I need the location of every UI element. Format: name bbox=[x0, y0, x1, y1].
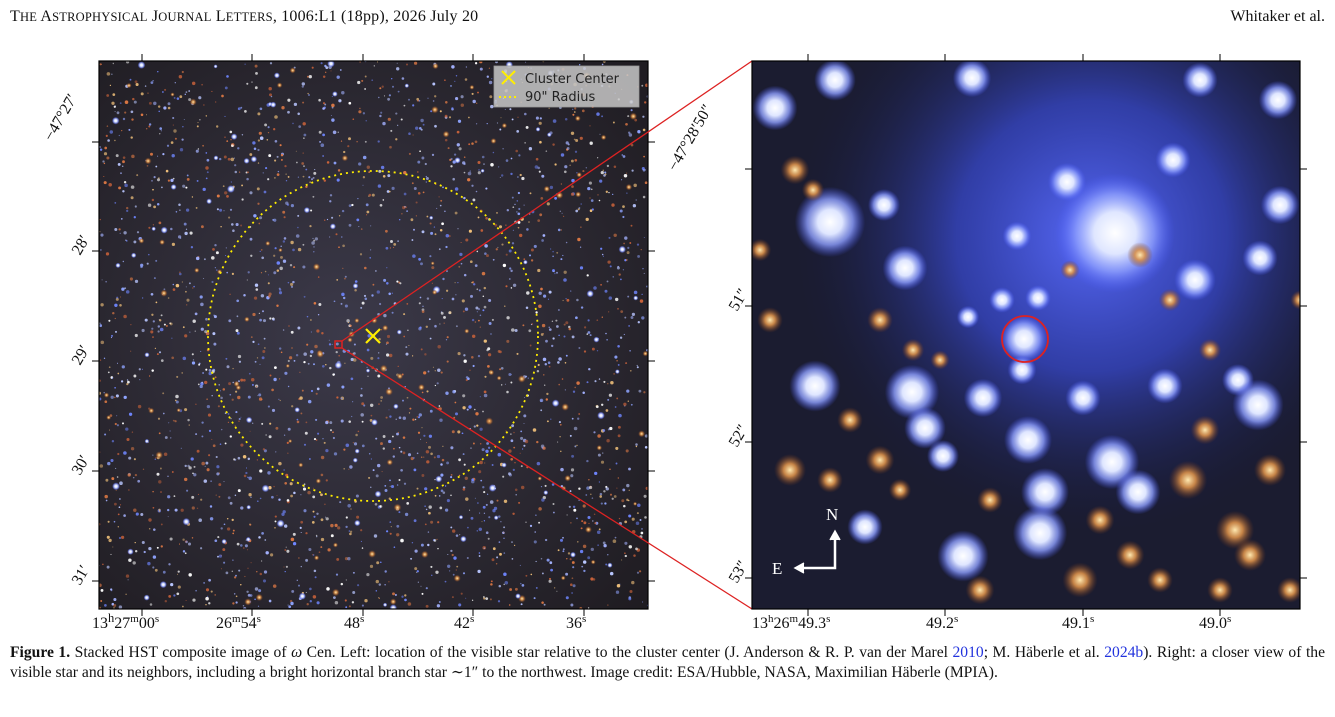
legend-x-icon bbox=[501, 70, 516, 85]
right-ra-axis: 13h26m49.3s 49.2s 49.1s 49.0s bbox=[752, 613, 1231, 632]
compass bbox=[793, 529, 841, 574]
right-dec-tick-1: 51″ bbox=[726, 286, 752, 314]
zoom-connector bbox=[341, 60, 753, 610]
right-ticks bbox=[745, 54, 1307, 616]
left-dec-tick-3: 30′ bbox=[69, 453, 93, 478]
left-ra-tick-4: 36s bbox=[566, 613, 586, 632]
figure-1: Cluster Center 90" Radius N E −47°27′ bbox=[41, 54, 1307, 632]
right-dec-tick-2: 52″ bbox=[726, 422, 752, 450]
running-header: THE ASTROPHYSICAL JOURNAL LETTERS, 1006:… bbox=[10, 8, 478, 26]
left-ra-tick-0: 13h27m00s bbox=[92, 611, 159, 632]
left-ra-tick-2: 48s bbox=[344, 613, 364, 632]
left-ra-axis: 13h27m00s 26m54s 48s 42s 36s bbox=[92, 611, 586, 632]
citation: , 1006:L1 (18pp), 2026 July 20 bbox=[272, 8, 479, 25]
legend: Cluster Center 90" Radius bbox=[493, 65, 640, 108]
left-frame bbox=[98, 60, 649, 610]
legend-radius-label: 90" Radius bbox=[525, 90, 595, 105]
right-ra-tick-3: 49.0s bbox=[1199, 613, 1231, 632]
right-frame bbox=[751, 60, 1301, 610]
legend-center-label: Cluster Center bbox=[525, 72, 620, 87]
left-panel: Cluster Center 90" Radius bbox=[92, 54, 655, 616]
author-header: Whitaker et al. bbox=[1230, 8, 1325, 25]
caption-label: Figure 1. bbox=[10, 644, 71, 661]
left-dec-tick-0: −47°27′ bbox=[41, 91, 81, 144]
compass-north: N bbox=[826, 505, 838, 524]
left-dec-tick-2: 29′ bbox=[69, 343, 93, 368]
zoom-region-box bbox=[334, 340, 343, 349]
star-field-right bbox=[752, 61, 1300, 605]
right-panel: N E bbox=[745, 54, 1307, 616]
left-dec-axis: −47°27′ 28′ 29′ 30′ 31′ bbox=[41, 91, 93, 588]
compass-east: E bbox=[772, 559, 782, 578]
right-ra-tick-1: 49.2s bbox=[926, 613, 958, 632]
target-star-circle bbox=[1001, 315, 1049, 363]
left-dec-tick-4: 31′ bbox=[69, 563, 93, 588]
left-ticks bbox=[92, 54, 655, 616]
right-ra-tick-2: 49.1s bbox=[1062, 613, 1094, 632]
right-dec-tick-3: 53″ bbox=[726, 558, 752, 586]
left-ra-tick-1: 26m54s bbox=[216, 613, 261, 632]
star-field-left bbox=[99, 61, 648, 609]
journal-name: THE ASTROPHYSICAL JOURNAL LETTERS bbox=[10, 8, 273, 25]
right-ra-tick-0: 13h26m49.3s bbox=[752, 613, 830, 632]
right-dec-axis: −47°28′50″ 51″ 52″ 53″ bbox=[665, 102, 752, 586]
left-dec-tick-1: 28′ bbox=[69, 233, 93, 258]
cluster-center-marker bbox=[365, 328, 381, 344]
reference-link-2010[interactable]: 2010 bbox=[952, 644, 984, 661]
right-dec-tick-0: −47°28′50″ bbox=[665, 102, 717, 174]
radius-circle bbox=[207, 170, 539, 502]
reference-link-2024b[interactable]: 2024b bbox=[1104, 644, 1144, 661]
left-ra-tick-3: 42s bbox=[454, 613, 474, 632]
figure-caption: Figure 1. Stacked HST composite image of… bbox=[10, 644, 1326, 682]
